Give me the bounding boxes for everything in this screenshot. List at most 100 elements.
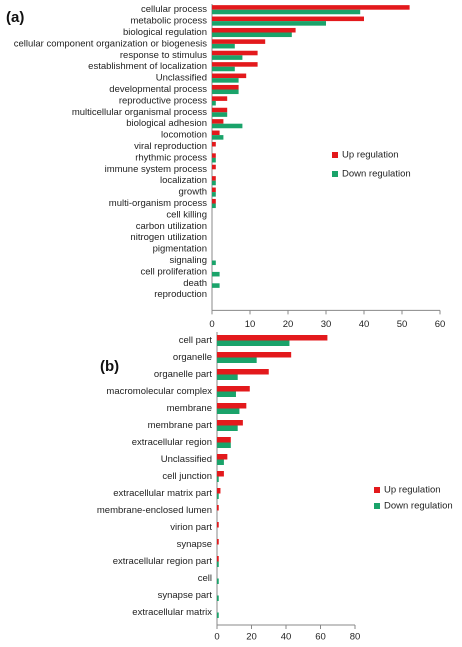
- bar: [217, 459, 224, 465]
- bar: [217, 595, 219, 601]
- y-tick-label: biological regulation: [123, 27, 207, 38]
- bar: [212, 62, 258, 67]
- bar: [217, 386, 250, 392]
- bar: [212, 27, 296, 33]
- y-tick-label: response to stimulus: [120, 50, 207, 61]
- bar: [212, 5, 410, 10]
- bar: [217, 369, 269, 375]
- x-tick-label: 50: [397, 319, 408, 330]
- x-tick-label: 60: [315, 632, 326, 643]
- y-tick-label: cell: [198, 573, 212, 584]
- y-tick-label: Unclassified: [161, 454, 212, 465]
- y-tick-label: reproductive process: [119, 95, 207, 106]
- y-tick-label: nitrogen utilization: [130, 232, 207, 243]
- bar: [217, 374, 238, 380]
- bar: [217, 578, 219, 584]
- bar: [212, 73, 247, 79]
- legend-swatch: [332, 152, 338, 158]
- y-tick-label: Unclassified: [156, 73, 207, 84]
- bar: [212, 141, 216, 147]
- x-tick-label: 40: [359, 319, 370, 330]
- bar: [217, 612, 219, 618]
- bar: [217, 425, 238, 431]
- bar: [212, 100, 216, 106]
- x-tick-label: 30: [321, 319, 332, 330]
- y-tick-label: metabolic process: [130, 16, 207, 27]
- y-tick-label: pigmentation: [153, 244, 207, 255]
- bar: [217, 522, 219, 528]
- legend-label: Down regulation: [342, 169, 411, 180]
- bar: [212, 203, 216, 209]
- bar: [217, 352, 292, 358]
- bar: [212, 107, 228, 113]
- x-tick-label: 20: [246, 632, 257, 643]
- bar: [217, 454, 228, 460]
- bar: [212, 16, 364, 22]
- bar: [217, 493, 219, 499]
- y-tick-label: synapse part: [158, 590, 213, 601]
- y-tick-label: locomotion: [161, 130, 207, 141]
- y-tick-label: multi-organism process: [109, 198, 207, 209]
- y-tick-label: viral reproduction: [134, 141, 207, 152]
- y-tick-label: organelle: [173, 352, 212, 363]
- y-tick-label: signaling: [170, 255, 208, 266]
- x-tick-label: 40: [281, 632, 292, 643]
- y-tick-label: reproduction: [154, 289, 207, 300]
- x-tick-label: 80: [350, 632, 361, 643]
- bar: [217, 420, 243, 426]
- x-tick-label: 10: [245, 319, 256, 330]
- y-tick-label: growth: [178, 187, 207, 198]
- bar: [212, 157, 216, 163]
- y-tick-label: localization: [160, 175, 207, 186]
- bar: [212, 187, 216, 193]
- bar: [217, 476, 219, 482]
- bar: [212, 96, 228, 101]
- panel-label: (b): [100, 358, 119, 375]
- bar: [212, 135, 224, 140]
- bar: [217, 539, 219, 545]
- y-tick-label: cell junction: [162, 471, 212, 482]
- bar: [212, 271, 220, 277]
- y-tick-label: carbon utilization: [136, 221, 207, 232]
- bar: [217, 561, 219, 567]
- bar: [212, 123, 243, 129]
- y-tick-label: extracellular region: [132, 437, 212, 448]
- y-tick-label: membrane part: [148, 420, 213, 431]
- y-tick-label: macromolecular complex: [106, 386, 212, 397]
- bar: [212, 130, 220, 136]
- legend-label: Down regulation: [384, 501, 453, 512]
- x-tick-label: 0: [214, 632, 219, 643]
- bar: [212, 55, 243, 60]
- bar: [217, 340, 290, 346]
- bar: [212, 164, 216, 170]
- bar: [212, 153, 216, 158]
- y-tick-label: biological adhesion: [126, 118, 207, 129]
- y-tick-label: membrane: [167, 403, 212, 414]
- bar: [217, 408, 240, 414]
- bar: [212, 43, 235, 49]
- x-tick-label: 60: [435, 319, 446, 330]
- y-tick-label: extracellular matrix: [132, 607, 212, 618]
- bar: [212, 192, 216, 197]
- bar: [217, 335, 328, 341]
- bar: [212, 283, 220, 288]
- y-tick-label: developmental process: [109, 84, 207, 95]
- bar: [212, 198, 216, 204]
- bar: [212, 66, 235, 72]
- x-tick-label: 20: [283, 319, 294, 330]
- bar: [217, 357, 257, 363]
- bar: [212, 180, 216, 186]
- bar: [212, 50, 258, 56]
- bar: [217, 488, 221, 494]
- y-tick-label: rhythmic process: [135, 152, 207, 163]
- y-tick-label: membrane-enclosed lumen: [97, 505, 212, 516]
- x-tick-label: 0: [209, 319, 214, 330]
- bar: [217, 556, 219, 562]
- bar: [212, 21, 326, 26]
- y-tick-label: cellular component organization or bioge…: [14, 38, 208, 49]
- bar: [212, 119, 224, 124]
- y-tick-label: cell part: [179, 335, 213, 346]
- legend-label: Up regulation: [342, 150, 399, 161]
- legend-label: Up regulation: [384, 485, 441, 496]
